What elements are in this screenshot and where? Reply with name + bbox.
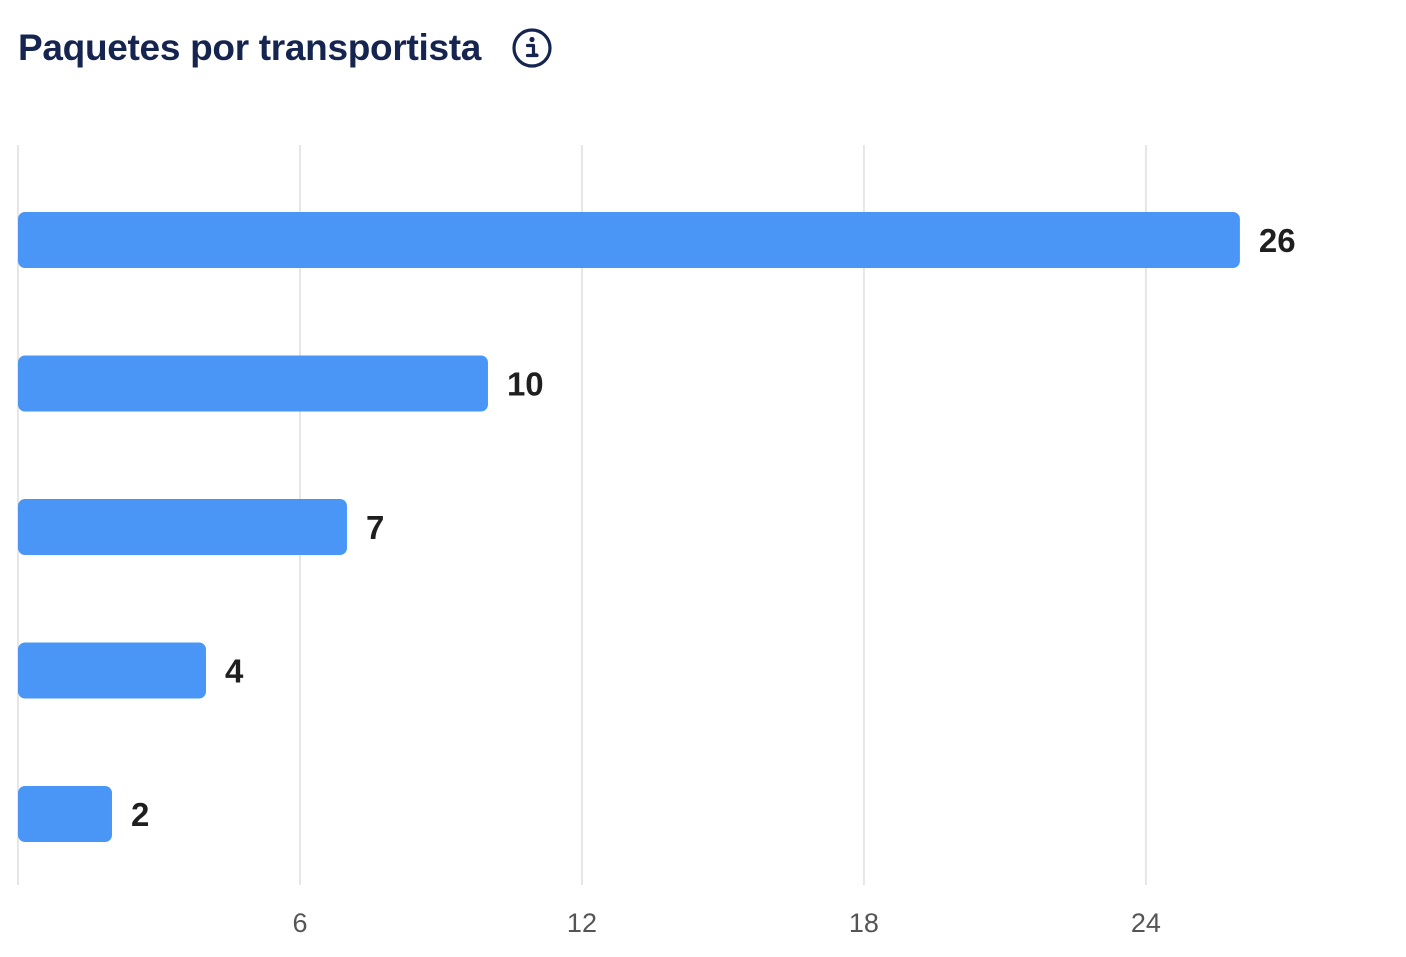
bar-value-label: 26 — [1259, 222, 1296, 259]
bar-chart: 26 10 7 4 2 6 12 18 24 — [0, 130, 1406, 952]
bar-value-label: 4 — [225, 653, 244, 690]
chart-header: Paquetes por transportista — [18, 22, 553, 74]
x-axis-ticks: 6 12 18 24 — [292, 908, 1160, 938]
bar[interactable] — [18, 642, 206, 699]
info-circle-icon[interactable] — [511, 27, 553, 69]
grid-layer — [17, 145, 1147, 885]
x-tick-label: 6 — [292, 908, 307, 938]
chart-title: Paquetes por transportista — [18, 27, 482, 68]
bar[interactable] — [18, 499, 347, 555]
bars-layer — [18, 212, 1240, 842]
info-circle-icon-svg — [512, 28, 552, 68]
bar[interactable] — [18, 355, 488, 412]
x-tick-label: 12 — [567, 908, 597, 938]
bar[interactable] — [18, 212, 1240, 268]
bar-value-label: 7 — [366, 509, 384, 546]
bar-chart-svg: 26 10 7 4 2 6 12 18 24 — [17, 145, 1296, 938]
value-labels-layer: 26 10 7 4 2 — [131, 222, 1296, 833]
bar[interactable] — [18, 786, 112, 842]
bar-value-label: 10 — [507, 366, 544, 403]
x-tick-label: 18 — [849, 908, 879, 938]
bar-value-label: 2 — [131, 796, 149, 833]
x-tick-label: 24 — [1131, 908, 1161, 938]
